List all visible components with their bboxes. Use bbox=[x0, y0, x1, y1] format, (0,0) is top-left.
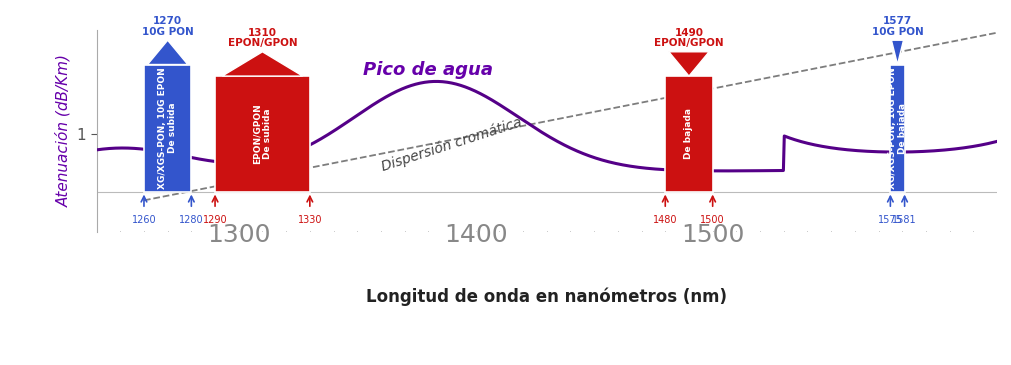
Text: 1260: 1260 bbox=[131, 215, 156, 225]
Text: 1575: 1575 bbox=[878, 215, 902, 225]
Text: 1490: 1490 bbox=[673, 28, 703, 38]
Text: 1310: 1310 bbox=[248, 28, 277, 38]
FancyBboxPatch shape bbox=[890, 65, 904, 192]
Text: 1330: 1330 bbox=[297, 215, 321, 225]
Text: 1577: 1577 bbox=[882, 16, 911, 26]
Text: 1270: 1270 bbox=[153, 16, 182, 26]
Y-axis label: Atenuación (dB/Km): Atenuación (dB/Km) bbox=[56, 54, 71, 207]
Text: EPON/GPON: EPON/GPON bbox=[653, 38, 723, 48]
Text: 1480: 1480 bbox=[652, 215, 676, 225]
Text: EPON/GPON: EPON/GPON bbox=[227, 38, 297, 48]
Text: Pico de agua: Pico de agua bbox=[363, 61, 492, 79]
Text: Dispersión cromática: Dispersión cromática bbox=[379, 115, 524, 174]
X-axis label: Longitud de onda en nanómetros (nm): Longitud de onda en nanómetros (nm) bbox=[366, 288, 727, 306]
FancyBboxPatch shape bbox=[664, 76, 712, 192]
Text: 1500: 1500 bbox=[700, 215, 724, 225]
Text: 1290: 1290 bbox=[202, 215, 227, 225]
Text: De bajada: De bajada bbox=[683, 108, 693, 160]
FancyBboxPatch shape bbox=[215, 76, 309, 192]
Text: 10G PON: 10G PON bbox=[870, 27, 922, 37]
Text: XG/XGS-PON, 10G EPON
De bajada: XG/XGS-PON, 10G EPON De bajada bbox=[887, 67, 906, 189]
Text: EPON/GPON
De subida: EPON/GPON De subida bbox=[253, 104, 272, 164]
Text: 1400: 1400 bbox=[444, 223, 507, 247]
Text: 1500: 1500 bbox=[680, 223, 744, 247]
Polygon shape bbox=[891, 40, 903, 65]
Polygon shape bbox=[668, 52, 709, 76]
Text: 10G PON: 10G PON bbox=[142, 27, 193, 37]
Text: 1581: 1581 bbox=[892, 215, 916, 225]
Polygon shape bbox=[148, 40, 188, 65]
FancyBboxPatch shape bbox=[144, 65, 191, 192]
Text: 1280: 1280 bbox=[179, 215, 203, 225]
Text: XG/XGS-PON, 10G EPON
De subida: XG/XGS-PON, 10G EPON De subida bbox=[158, 67, 177, 189]
Polygon shape bbox=[222, 52, 302, 76]
Text: 1300: 1300 bbox=[207, 223, 270, 247]
